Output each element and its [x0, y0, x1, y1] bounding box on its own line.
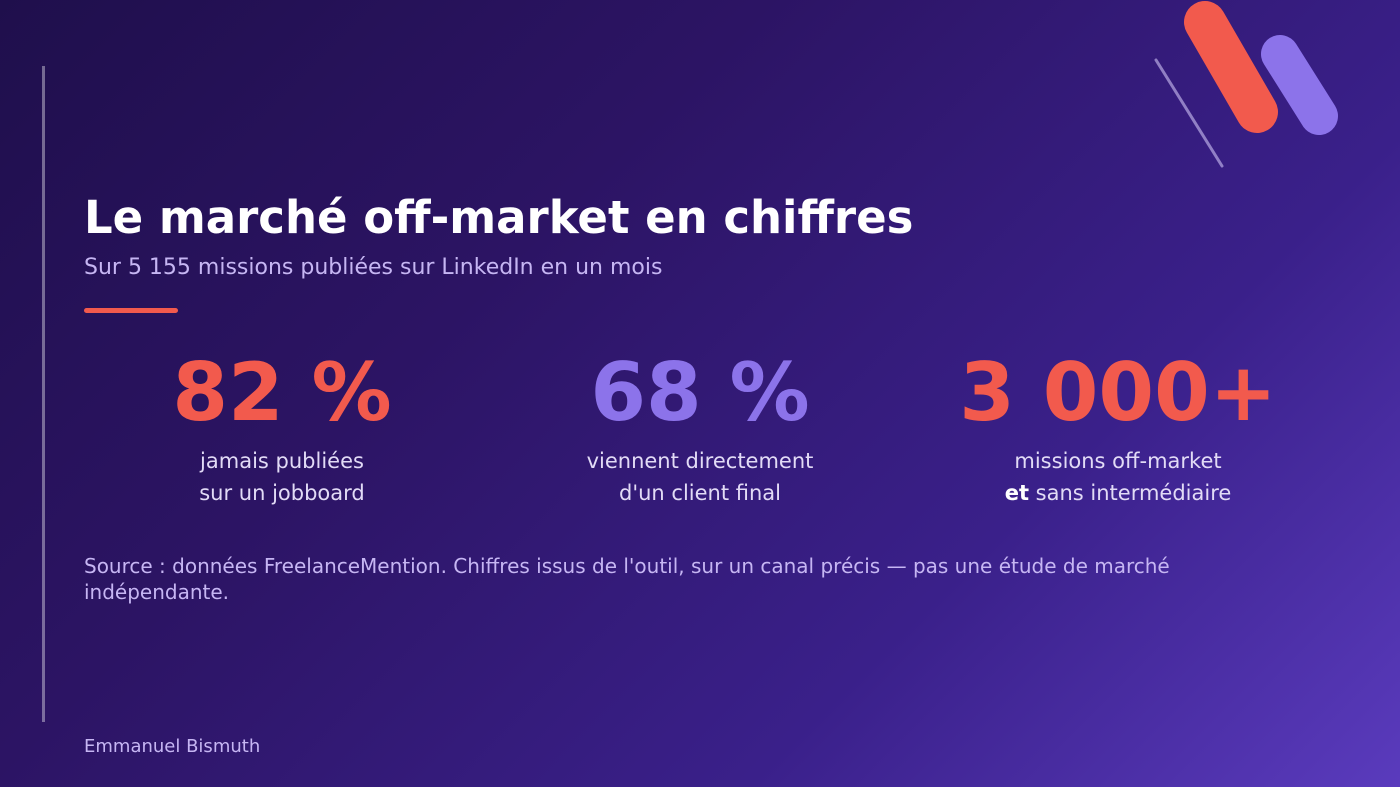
- decorative-stripes-logo: [1154, 1, 1338, 168]
- stat-jobboard: 82 % jamais publiées sur un jobboard: [72, 345, 492, 509]
- stat-desc-rest: sur un jobboard: [199, 481, 365, 505]
- stat-desc-line2: d'un client final: [490, 477, 910, 509]
- stat-description: viennent directement d'un client final: [490, 445, 910, 509]
- stat-value: 68 %: [590, 346, 810, 439]
- stat-desc-line1: viennent directement: [586, 449, 814, 473]
- author-name: Emmanuel Bismuth: [84, 736, 261, 757]
- accent-divider: [84, 308, 178, 313]
- stat-desc-bold: et: [1004, 481, 1029, 505]
- source-note: Source : données FreelanceMention. Chiff…: [84, 554, 1170, 604]
- page-title: Le marché off-market en chiffres: [84, 191, 914, 244]
- coral-stripe: [1184, 1, 1278, 133]
- stat-desc-line2: et sans intermédiaire: [908, 477, 1328, 509]
- page-subtitle: Sur 5 155 missions publiées sur LinkedIn…: [84, 255, 663, 280]
- left-vertical-rule: [42, 66, 45, 722]
- violet-stripe: [1261, 35, 1338, 135]
- stat-client-final: 68 % viennent directement d'un client fi…: [490, 345, 910, 509]
- stat-description: missions off-market et sans intermédiair…: [908, 445, 1328, 509]
- stat-value: 3 000+: [959, 346, 1277, 439]
- thin-stripe: [1154, 58, 1224, 168]
- stat-desc-line2: sur un jobboard: [72, 477, 492, 509]
- stat-desc-rest: d'un client final: [619, 481, 781, 505]
- stat-desc-line1: missions off-market: [1014, 449, 1222, 473]
- stat-desc-line1: jamais publiées: [200, 449, 364, 473]
- stat-missions-off-market: 3 000+ missions off-market et sans inter…: [908, 345, 1328, 509]
- stat-description: jamais publiées sur un jobboard: [72, 445, 492, 509]
- stat-value: 82 %: [172, 346, 392, 439]
- stat-desc-rest: sans intermédiaire: [1028, 481, 1232, 505]
